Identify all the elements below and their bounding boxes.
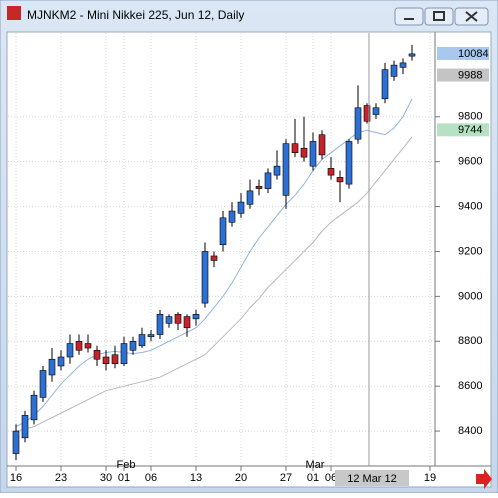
candle-body (21, 415, 29, 439)
minimize-icon (404, 18, 414, 20)
minimize-button[interactable] (394, 7, 424, 26)
price-label: 9988 (458, 69, 482, 81)
moving-average (15, 136, 413, 432)
window-buttons[interactable] (394, 7, 489, 26)
candle-body (48, 358, 56, 376)
candle-body (255, 186, 263, 189)
candle-body (300, 147, 308, 158)
candle-body (282, 143, 290, 196)
x-tick-label: 13 (190, 472, 202, 484)
cursor-label-box (335, 470, 409, 486)
price-label: 9744 (458, 124, 482, 136)
x-tick-label: 16 (10, 472, 22, 484)
candle-body (327, 168, 335, 176)
x-tick-label: 06 (325, 472, 337, 484)
candle-body (183, 316, 191, 329)
y-tick-label: 8400 (458, 425, 482, 437)
candle-body (30, 394, 38, 421)
candle-body (291, 143, 299, 153)
candle-body (84, 343, 92, 349)
candle-body (309, 141, 317, 167)
app-icon (7, 6, 21, 20)
candle-body (345, 141, 353, 185)
candle-body (75, 340, 83, 351)
candle-body (138, 334, 146, 347)
candle-body (93, 349, 101, 360)
x-tick-label: 06 (145, 472, 157, 484)
candle-body (318, 134, 326, 156)
candle-body (372, 107, 380, 115)
candle-body (192, 314, 200, 320)
maximize-icon (433, 11, 445, 21)
cursor-label: 12 Mar 12 (347, 473, 397, 485)
candle-body (57, 356, 65, 367)
candle-body (354, 107, 362, 140)
candle-body (156, 314, 164, 335)
candle-body (381, 69, 389, 100)
candle-body (39, 370, 47, 398)
x-tick-label: 30 (100, 472, 112, 484)
candle-body (111, 354, 119, 365)
candle-body (336, 177, 344, 183)
y-tick-label: 8600 (458, 380, 482, 392)
candle-body (147, 334, 155, 338)
candle-body (210, 255, 218, 261)
candle-body (219, 217, 227, 246)
month-label: Feb (117, 459, 136, 471)
price-label: 10084 (458, 48, 489, 60)
price-label-box (437, 68, 489, 82)
candle-body (246, 190, 254, 205)
candle-body (120, 343, 128, 365)
close-icon (465, 11, 478, 22)
y-tick-label: 9400 (458, 200, 482, 212)
candle-body (399, 62, 407, 68)
candle-body (363, 105, 371, 122)
x-tick-label: 20 (235, 472, 247, 484)
y-tick-label: 9000 (458, 290, 482, 302)
price-label-box (437, 46, 489, 60)
price-label-box (437, 123, 489, 137)
window-title: MJNKM2 - Mini Nikkei 225, Jun 12, Daily (27, 8, 244, 22)
x-tick-label: 23 (55, 472, 67, 484)
x-tick-label: 01 (118, 472, 130, 484)
y-tick-label: 8800 (458, 335, 482, 347)
candle-body (12, 430, 20, 454)
y-tick-label: 9800 (458, 111, 482, 123)
month-label: Mar (306, 459, 325, 471)
candle-body (273, 165, 281, 176)
x-tick-label: 27 (280, 472, 292, 484)
candle-body (174, 314, 182, 324)
candle-body (165, 316, 173, 324)
candle-body (228, 210, 236, 223)
candle-body (129, 340, 137, 351)
x-tick-label: 01 (307, 472, 319, 484)
plot: 8400 8600 8800 9000 9200 9400 9600 9800 16 23 30 01… (8, 33, 489, 486)
candle-body (390, 64, 398, 77)
scroll-arrow[interactable] (476, 469, 492, 489)
y-tick-label: 9600 (458, 156, 482, 168)
candle-body (408, 53, 416, 57)
y-tick-label: 9200 (458, 245, 482, 257)
chart-panel (6, 31, 492, 488)
candle-body (102, 356, 110, 365)
candle-body (237, 201, 245, 214)
x-tick-label: 19 (424, 472, 436, 484)
candle-body (66, 343, 74, 358)
maximize-button[interactable] (424, 7, 454, 26)
candle-body (201, 251, 209, 304)
candle-body (264, 172, 272, 189)
